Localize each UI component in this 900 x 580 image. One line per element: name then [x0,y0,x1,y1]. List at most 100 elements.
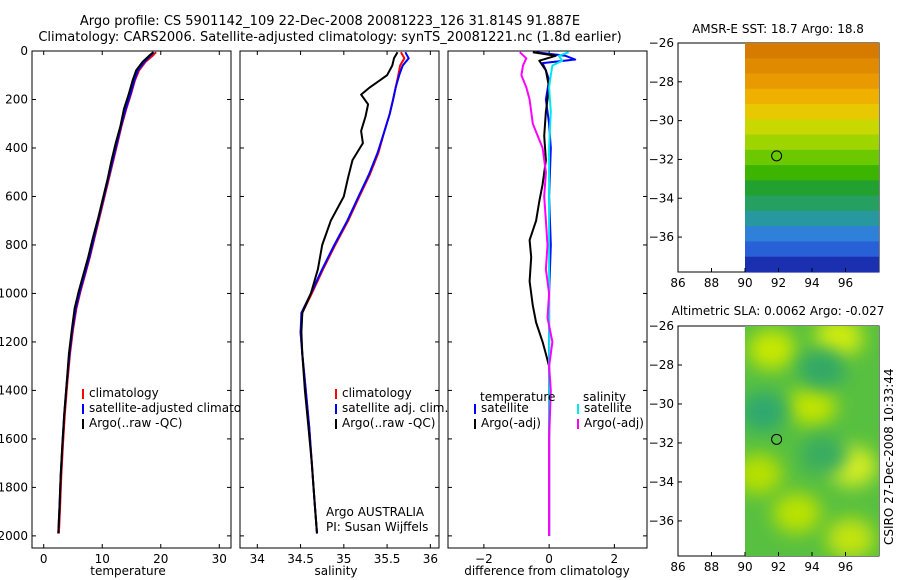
map-y-tick-label: −36 [649,514,674,528]
y-tick-label: 0 [20,44,28,58]
heatmap-band [745,180,879,197]
x-tick-label: 2 [611,552,619,566]
y-tick-label: 2000 [0,529,28,543]
map-x-tick-label: 94 [804,276,819,290]
temperature-axes [31,50,232,549]
map-y-tick-label: −28 [649,358,674,372]
heatmap-blob [745,391,788,432]
map-y-tick-label: −32 [649,152,674,166]
series-line-argo-raw-qc- [300,51,399,534]
difference-panel: −2 0 2 temperature salinity satelliteArgo(… [447,50,648,578]
sst-map-ticks: 86 88 90 92 94 96 −26 −28 −30 −32 −34 −36 [649,36,853,290]
x-tick-label: 30 [212,552,227,566]
x-tick-label: 20 [153,552,168,566]
figure-title-line1: Argo profile: CS 5901142_109 22-Dec-2008… [80,14,580,29]
heatmap-band [745,104,879,120]
map-y-tick-label: −36 [649,230,674,244]
heatmap-band [745,210,879,227]
sla-map-ticks: 86 88 90 92 94 96 −26 −28 −30 −32 −34 −36 [649,319,853,574]
map-x-tick-label: 96 [838,276,853,290]
heatmap-band [745,73,879,90]
legend-label: satellite-adjusted climatology [89,401,267,415]
difference-ticks: −2 0 2 [448,50,647,566]
map-x-tick-label: 92 [771,560,786,574]
heatmap-band [745,88,879,105]
map-x-tick-label: 94 [804,560,819,574]
x-tick-label: 0 [40,552,48,566]
x-tick-label: 36 [423,552,438,566]
map-y-tick-label: −30 [649,397,674,411]
sla-map-panel: Altimetric SLA: 0.0062 Argo: -0.027 86 88… [649,304,885,574]
heatmap-band [745,165,879,181]
difference-axes [447,50,648,549]
side-timestamp: CSIRO 27-Dec-2008 10:33:44 [882,368,896,545]
legend-label: satellite [481,401,529,415]
temperature-xlabel: temperature [90,564,165,578]
map-y-tick-label: −26 [649,319,674,333]
salinity-xlabel: salinity [314,564,357,578]
sst-map-title: AMSR-E SST: 18.7 Argo: 18.8 [692,22,864,36]
salinity-lines [299,51,410,534]
difference-legend: temperature salinity satelliteArgo(-adj)… [474,390,644,430]
temperature-ticks: 0 10 20 30 0 200 400 600 800 1000 1200 1400 1600 1800… [0,44,231,566]
map-x-tick-label: 86 [670,276,685,290]
y-tick-label: 200 [5,92,28,106]
legend-label: Argo(..raw -QC) [89,416,182,430]
heatmap-band [745,149,879,166]
y-tick-label: 400 [5,141,28,155]
y-tick-label: 1000 [0,286,28,300]
x-tick-label: −2 [475,552,493,566]
x-tick-label: 35.5 [374,552,401,566]
y-tick-label: 1800 [0,480,28,494]
temperature-lines [57,51,157,534]
argo-float-marker-sla [771,433,783,445]
heatmap-band [745,43,879,59]
x-tick-label: 10 [95,552,110,566]
x-tick-label: 34.5 [287,552,314,566]
map-x-tick-label: 96 [838,560,853,574]
sst-heatmap [745,43,879,273]
map-y-tick-label: −28 [649,75,674,89]
map-y-tick-label: −26 [649,36,674,50]
argo-float-marker-sst [771,150,783,162]
heatmap-blob [798,348,847,389]
legend-label: Argo(..raw -QC) [342,416,435,430]
series-line-argo-raw-qc- [57,51,154,534]
heatmap-band [745,134,879,151]
legend-label: climatology [89,386,159,400]
temperature-panel: 0 10 20 30 0 200 400 600 800 1000 1200 1400 1600 1800… [0,44,267,578]
series-line-temperature-argo-adj- [528,51,557,536]
heatmap-band [745,226,879,243]
salinity-axes [239,50,440,549]
heatmap-blob [826,518,875,556]
heatmap-blob [747,329,796,370]
difference-xlabel: difference from climatology [464,564,630,578]
map-x-tick-label: 88 [704,276,719,290]
y-tick-label: 1400 [0,383,28,397]
heatmap-band [745,119,879,136]
y-tick-label: 1600 [0,432,28,446]
map-x-tick-label: 88 [704,560,719,574]
map-y-tick-label: −34 [649,191,674,205]
credit-line1: Argo AUSTRALIA [326,505,425,519]
sst-map-panel: AMSR-E SST: 18.7 Argo: 18.8 86 88 90 92 94 96… [649,22,880,290]
x-tick-label: 35 [336,552,351,566]
salinity-ticks: 34 34.5 35 35.5 36 [240,50,439,566]
heatmap-blob [772,493,821,534]
map-y-tick-label: −30 [649,114,674,128]
heatmap-band [745,195,879,212]
heatmap-band [745,241,879,258]
legend-group-temperature: temperature [480,390,555,404]
sla-heatmap [745,326,879,556]
legend-label: Argo(-adj) [584,416,644,430]
map-y-tick-label: −34 [649,475,674,489]
map-x-tick-label: 90 [737,560,752,574]
x-tick-label: 0 [545,552,553,566]
credit-line2: PI: Susan Wijffels [326,520,428,534]
heatmap-blob [799,434,848,475]
y-tick-label: 600 [5,189,28,203]
